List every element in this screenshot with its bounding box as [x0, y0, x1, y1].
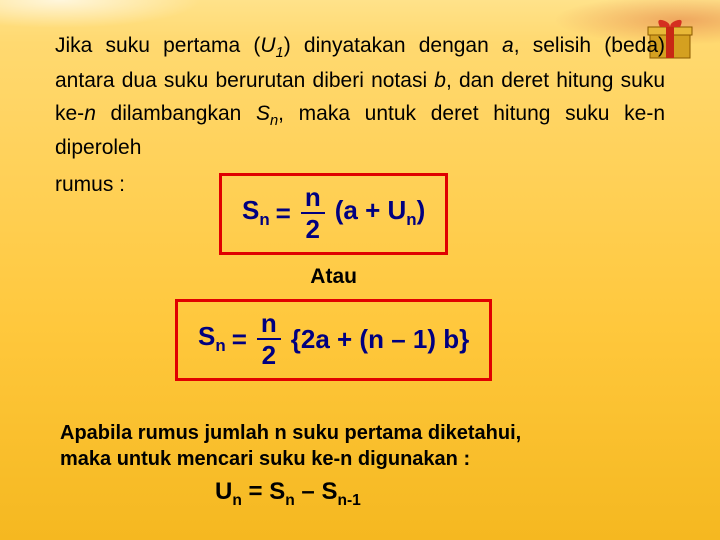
slide-content: Jika suku pertama (U1) dinyatakan dengan… — [0, 0, 720, 395]
sub-1: 1 — [276, 45, 284, 61]
formula-box-2: Sn = n 2 {2a + (n – 1) b} — [175, 299, 492, 381]
f1-close: ) — [417, 195, 426, 225]
formula-box-1: Sn = n 2 (a + Un) — [219, 173, 448, 255]
f2-S: S — [198, 321, 215, 351]
f1-num: n — [301, 184, 325, 214]
bf-subn3: n-1 — [337, 492, 360, 509]
fraction-icon: n 2 — [257, 310, 281, 368]
bf-subn2: n — [285, 492, 295, 509]
f1-rhs-sub: n — [406, 211, 416, 230]
f1-den: 2 — [302, 214, 324, 242]
bf-eq: = S — [242, 478, 285, 505]
f2-sub: n — [215, 337, 225, 356]
atau-label: Atau — [310, 265, 357, 289]
bottom-formula: Un = Sn – Sn-1 — [215, 478, 660, 510]
fraction-icon: n 2 — [301, 184, 325, 242]
var-a: a — [502, 34, 514, 57]
f2-eq: = — [232, 324, 247, 355]
bf-U: U — [215, 478, 232, 505]
bf-minus: – S — [295, 478, 338, 505]
var-s: S — [256, 102, 270, 125]
text-seg: Jika suku pertama ( — [55, 34, 260, 57]
var-b: b — [434, 69, 446, 92]
f1-sub: n — [259, 211, 269, 230]
f1-rhs: (a + U — [335, 195, 407, 225]
var-u: U — [260, 34, 275, 57]
bottom-line-2: maka untuk mencari suku ke-n digunakan : — [60, 446, 660, 472]
formula-group: Sn = n 2 (a + Un) Atau Sn = n 2 — [175, 169, 492, 385]
f1-eq: = — [276, 198, 291, 229]
formula-2: Sn = n 2 {2a + (n – 1) b} — [198, 310, 469, 368]
intro-paragraph: Jika suku pertama (U1) dinyatakan dengan… — [55, 30, 665, 165]
f2-num: n — [257, 310, 281, 340]
rumus-label: rumus : — [55, 169, 125, 202]
bottom-block: Apabila rumus jumlah n suku pertama dike… — [60, 420, 660, 510]
text-seg: dilambangkan — [96, 102, 256, 125]
formula-1: Sn = n 2 (a + Un) — [242, 184, 425, 242]
f1-S: S — [242, 195, 259, 225]
text-seg: ) dinyatakan dengan — [284, 34, 502, 57]
f2-den: 2 — [258, 340, 280, 368]
bottom-line-1: Apabila rumus jumlah n suku pertama dike… — [60, 420, 660, 446]
f2-rhs: {2a + (n – 1) b} — [291, 324, 469, 355]
bf-subn: n — [232, 492, 242, 509]
sub-n: n — [270, 113, 278, 129]
var-n: n — [84, 102, 96, 125]
